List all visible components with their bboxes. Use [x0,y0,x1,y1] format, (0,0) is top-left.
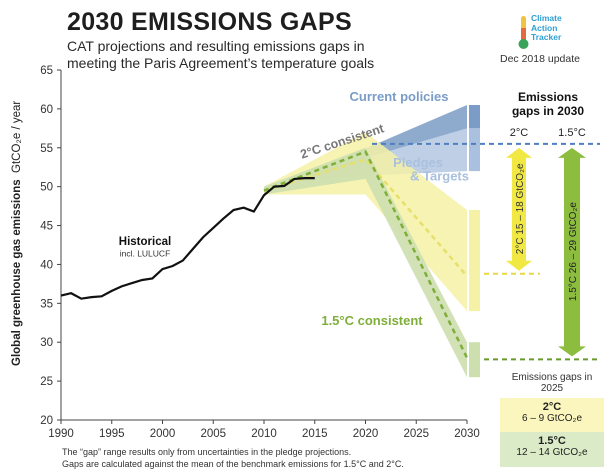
current-policies-2030-bar [469,105,480,129]
update-date: Dec 2018 update [500,53,580,65]
gaps-2030-title: Emissions [518,90,578,104]
one-five-c-label: 1.5°C consistent [321,313,423,328]
two-c-gap-arrow [506,147,532,271]
y-tick-label: 25 [40,376,53,388]
logo-text: Climate Action Tracker [531,13,562,43]
x-tick-label: 2015 [302,428,328,440]
current-policies-label: Current policies [350,89,449,104]
chart-subtitle: CAT projections and resulting emissions … [67,38,375,71]
x-tick-label: 1995 [99,428,125,440]
footnote: The “gap” range results only from uncert… [62,446,404,470]
one-five-c-gap-arrow [558,147,586,357]
gap-2025-2c-range: 6 – 9 GtCO₂e [521,413,583,424]
x-tick-label: 2005 [200,428,226,440]
gap-2025-15c-range: 12 – 14 GtCO₂e [516,447,588,458]
gap-2c-header: 2°C [510,127,529,139]
x-tick-label: 2030 [454,428,480,440]
logo-word: Tracker [531,32,562,42]
y-tick-label: 60 [40,104,53,116]
x-tick-label: 2020 [353,428,379,440]
thermometer-logo-icon [518,16,529,49]
x-tick-label: 2025 [403,428,429,440]
y-tick-label: 20 [40,415,53,427]
one-five-c-2030-bar [469,342,480,378]
gap-15c-range: 1.5°C 26 – 29 GtCO₂e [568,202,579,301]
x-tick-label: 2000 [150,428,176,440]
historical-line [60,177,315,300]
y-tick-label: 35 [40,298,53,310]
x-tick-label: 1990 [48,428,74,440]
chart-title: 2030 EMISSIONS GAPS [67,8,352,36]
pledges-label: Pledges [393,155,443,170]
footnote-line: The “gap” range results only from uncert… [62,447,352,457]
gaps-2025-title: Emissions gaps in 2025 [511,372,593,394]
logo-word: Climate [531,13,562,23]
gap-2025-2c-label: 2°C [542,401,562,413]
pledges-2030-bar [469,128,480,172]
gap-2c-range: 2°C 15 – 18 GtCO₂e [515,163,526,254]
y-tick-label: 30 [40,337,53,349]
historical-note: incl. LULUCF [120,249,171,259]
gap-2025-15c-box: 1.5°C 12 – 14 GtCO₂e [500,432,604,467]
y-tick-label: 50 [40,182,53,194]
gap-2025-2c-box: 2°C 6 – 9 GtCO₂e [500,398,604,433]
two-c-2030-bar [469,210,480,312]
gaps-2030-title: gaps in 2030 [512,104,584,118]
gap-2025-15c-label: 1.5°C [538,435,566,447]
x-tick-label: 2010 [251,428,277,440]
targets-label: & Targets [410,168,469,183]
gap-15c-header: 1.5°C [558,127,586,139]
two-c-mean-line [263,158,468,277]
y-tick-label: 55 [40,143,53,155]
y-tick-label: 40 [40,259,53,271]
historical-label: Historical [119,236,171,248]
y-tick-label: 45 [40,221,53,233]
logo-word: Action [531,22,558,33]
footnote-line: Gaps are calculated against the mean of … [62,459,404,469]
y-tick-label: 65 [40,65,53,77]
